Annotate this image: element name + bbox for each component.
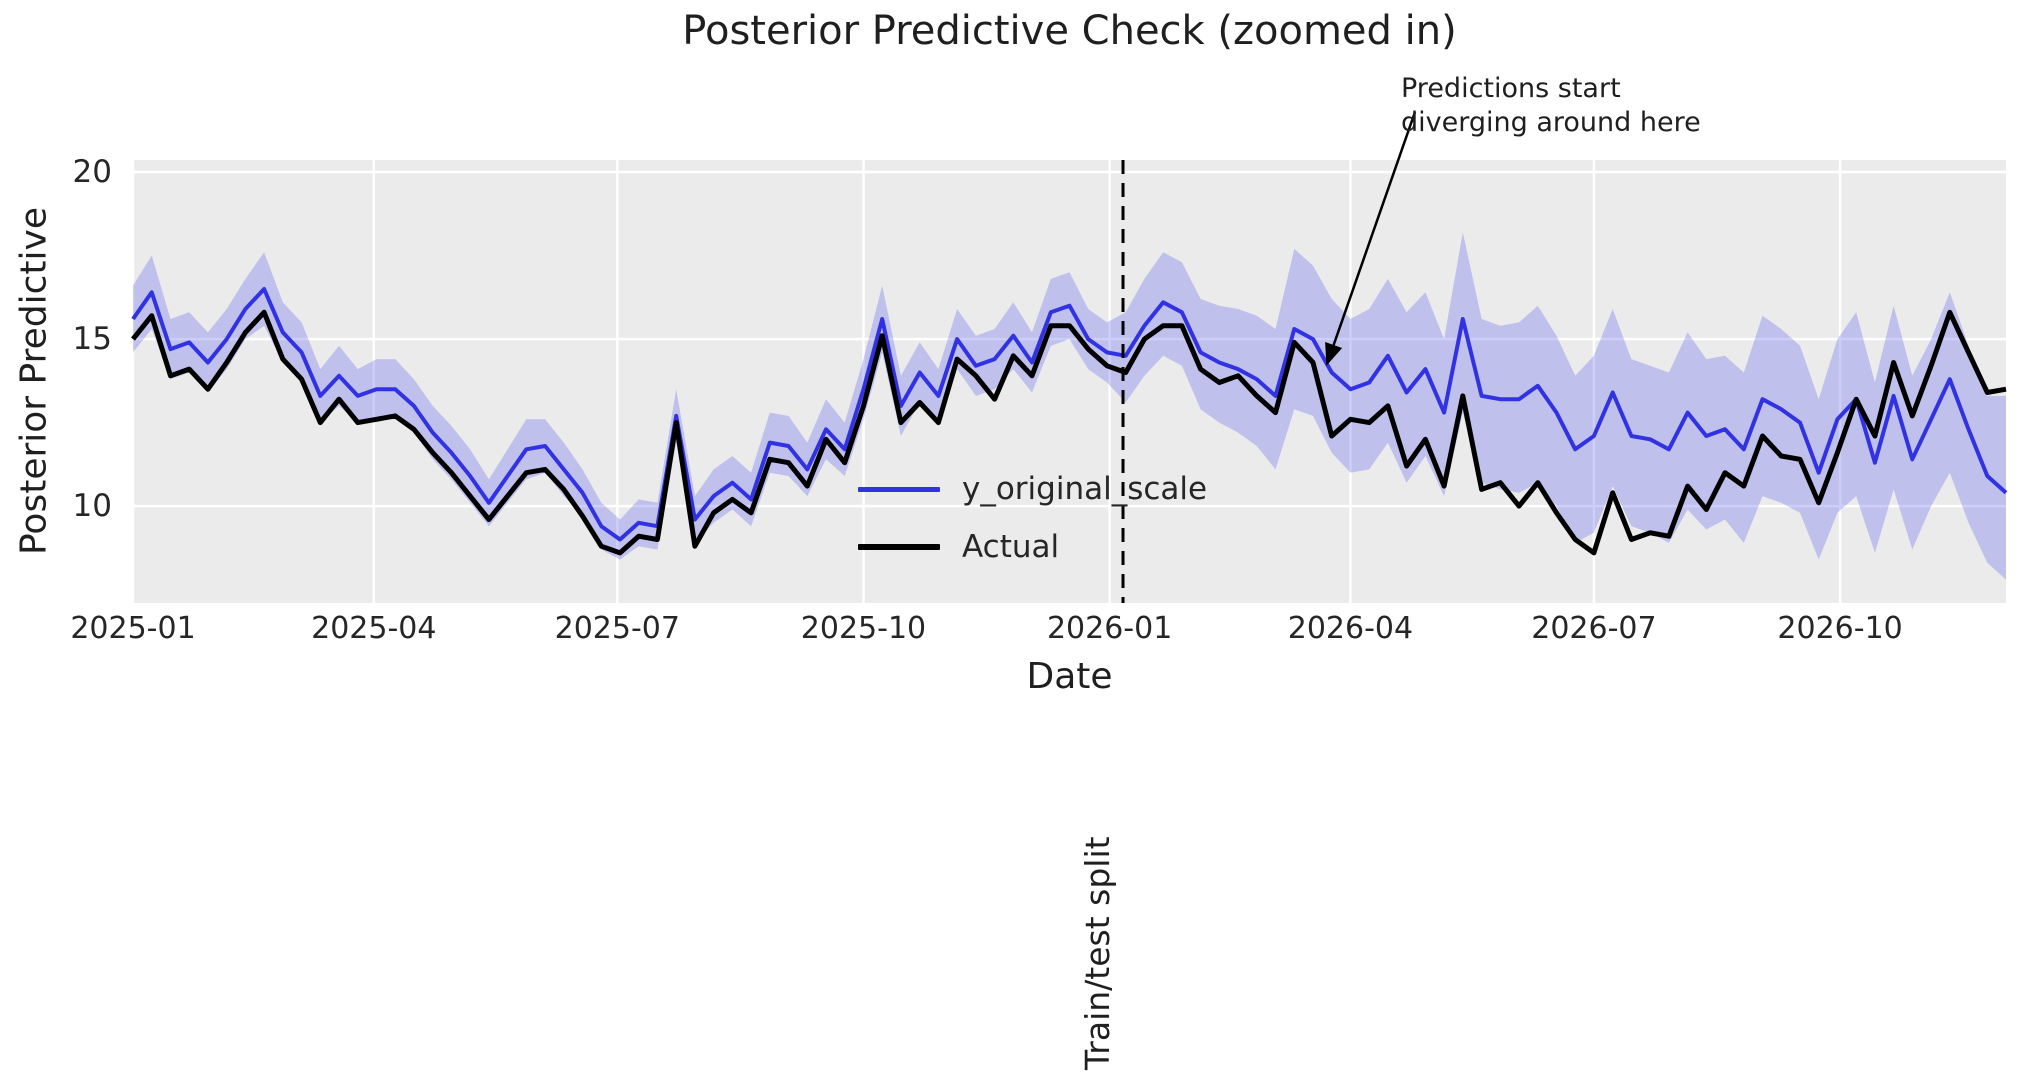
actual-line [131, 309, 2007, 556]
x-tick-label: 2026-07 [1531, 611, 1657, 646]
y-tick-label: 10 [72, 488, 112, 525]
x-tick-label: 2025-07 [554, 611, 680, 646]
legend-line-y-original-scale-swatch [858, 486, 940, 492]
annotation-arrowhead-icon [1325, 342, 1343, 366]
y-tick-label: 15 [72, 321, 112, 358]
x-tick-label: 2026-10 [1777, 611, 1903, 646]
credible-interval-band [133, 232, 2006, 580]
predicted-line [131, 287, 2008, 542]
annotation-text: Predictions start diverging around here [1401, 72, 1701, 140]
x-tick-label: 2025-01 [70, 611, 196, 646]
x-axis-label: Date [1026, 656, 1113, 697]
chart-title: Posterior Predictive Check (zoomed in) [682, 8, 1457, 54]
legend-line-actual-swatch [858, 544, 940, 550]
legend-label-actual: Actual [962, 529, 1060, 565]
x-tick-label: 2025-10 [800, 611, 927, 646]
x-tick-label: 2026-04 [1287, 611, 1414, 646]
annotation-line-1: Predictions start [1401, 73, 1621, 104]
annotation-arrow-line [1332, 111, 1417, 346]
legend-label-y-original-scale: y_original_scale [962, 471, 1208, 507]
annotation-line-2: diverging around here [1401, 107, 1701, 138]
x-tick-label: 2026-01 [1046, 611, 1173, 646]
plot-area [133, 160, 2006, 603]
train-test-split-label: Train/test split [1078, 836, 1117, 1070]
y-tick-label: 20 [72, 154, 112, 191]
x-tick-label: 2025-04 [311, 611, 437, 646]
